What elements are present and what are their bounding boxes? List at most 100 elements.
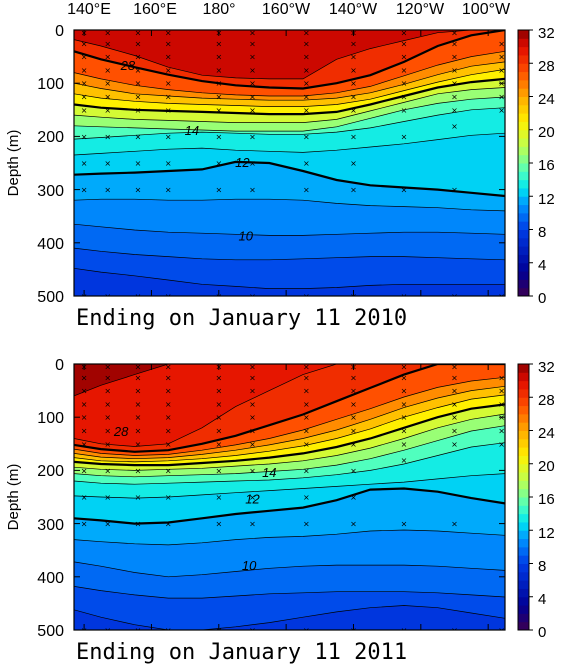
isotherm-line <box>74 96 505 132</box>
sample-marker: × <box>165 186 172 195</box>
sample-marker: × <box>401 387 408 396</box>
colorbar-tick-label: 16 <box>538 491 555 508</box>
sample-marker: × <box>215 413 222 422</box>
sample-marker: × <box>249 292 256 301</box>
sample-marker: × <box>135 53 142 62</box>
sample-marker: × <box>165 106 172 115</box>
sample-marker: × <box>249 520 256 529</box>
sample-marker: × <box>165 400 172 409</box>
colorbar-swatch <box>518 563 529 573</box>
sample-marker: × <box>135 440 142 449</box>
sample-marker: × <box>249 66 256 75</box>
sample-marker: × <box>498 373 505 382</box>
y-tick-label: 0 <box>55 23 64 40</box>
sample-marker: × <box>249 363 256 372</box>
sample-marker: × <box>303 387 310 396</box>
sample-marker: × <box>303 466 310 475</box>
sample-marker: × <box>350 387 357 396</box>
sample-marker: × <box>401 29 408 38</box>
isotherm-line <box>74 385 505 460</box>
sample-marker: × <box>401 106 408 115</box>
sample-marker: × <box>401 132 408 141</box>
sample-marker: × <box>401 400 408 409</box>
sample-marker: × <box>104 39 111 48</box>
sample-marker: × <box>81 387 88 396</box>
isotherm-line <box>74 561 505 578</box>
y-tick-label: 400 <box>37 236 64 253</box>
sample-marker: × <box>249 159 256 168</box>
colorbar-swatch <box>518 287 529 297</box>
sample-marker: × <box>350 186 357 195</box>
sample-marker: × <box>401 66 408 75</box>
sample-marker: × <box>165 363 172 372</box>
colorbar-swatch <box>518 413 529 423</box>
sample-marker: × <box>165 292 172 301</box>
sample-marker: × <box>249 440 256 449</box>
sample-markers: × × × × × × × × × × × × × × × × × × × × × × × × × × × × × × × × × × × × × × × ×… <box>81 363 505 635</box>
sample-marker: × <box>350 66 357 75</box>
sample-marker: × <box>165 493 172 502</box>
colorbar-tick-label: 20 <box>538 458 555 475</box>
sample-marker: × <box>215 440 222 449</box>
colorbar-tick-labels: 32 28 24 20 16 12 8 4 0 <box>538 25 555 307</box>
sample-marker: × <box>104 363 111 372</box>
sample-marker: × <box>401 79 408 88</box>
sample-marker: × <box>165 132 172 141</box>
colorbar-swatch <box>518 546 529 556</box>
sample-marker: × <box>215 466 222 475</box>
sample-marker: × <box>401 413 408 422</box>
colorbar-swatch <box>518 613 529 623</box>
sample-marker: × <box>215 53 222 62</box>
y-ticks <box>74 363 505 631</box>
colorbar-swatch <box>518 254 529 264</box>
sample-marker: × <box>451 626 458 635</box>
sample-marker: × <box>215 520 222 529</box>
sample-marker: × <box>303 186 310 195</box>
sample-marker: × <box>135 93 142 102</box>
sample-marker: × <box>498 427 505 436</box>
sample-marker: × <box>303 400 310 409</box>
sample-marker: × <box>165 53 172 62</box>
colorbar-swatch <box>518 96 529 106</box>
sample-marker: × <box>81 53 88 62</box>
y-tick-label: 100 <box>37 76 64 93</box>
colorbar-swatch <box>518 455 529 465</box>
isotherm-line <box>74 160 505 198</box>
isotherm-line <box>74 107 505 140</box>
sample-marker: × <box>104 387 111 396</box>
sample-marker: × <box>81 493 88 502</box>
sample-marker: × <box>104 292 111 301</box>
sample-marker: × <box>135 493 142 502</box>
sample-marker: × <box>215 132 222 141</box>
sample-marker: × <box>451 39 458 48</box>
sample-marker: × <box>165 373 172 382</box>
y-tick-label: 500 <box>37 289 64 306</box>
isotherm-lines <box>74 364 505 630</box>
colorbar-swatch <box>518 246 529 255</box>
sample-marker: × <box>303 520 310 529</box>
sample-marker: × <box>451 413 458 422</box>
sample-marker: × <box>104 29 111 38</box>
sample-marker: × <box>81 79 88 88</box>
sample-marker: × <box>451 53 458 62</box>
colorbar-swatch <box>518 472 529 481</box>
colorbar-swatch <box>518 480 529 490</box>
contour-label: 10 <box>238 228 253 243</box>
sample-marker: × <box>350 79 357 88</box>
sample-marker: × <box>303 66 310 75</box>
sample-marker: × <box>498 53 505 62</box>
sample-marker: × <box>350 373 357 382</box>
sample-marker: × <box>401 39 408 48</box>
sample-marker: × <box>215 93 222 102</box>
colorbar: 32 28 24 20 16 12 8 4 0 <box>517 25 555 307</box>
x-tick-label: 160°W <box>262 1 311 18</box>
colorbar-tick-labels: 32 28 24 20 16 12 8 4 0 <box>538 359 555 641</box>
contour-label: 12 <box>245 492 260 507</box>
colorbar-swatch <box>518 405 529 415</box>
colorbar-tick-label: 28 <box>538 392 555 409</box>
sample-marker: × <box>135 159 142 168</box>
sample-marker: × <box>451 520 458 529</box>
sample-marker: × <box>135 79 142 88</box>
sample-marker: × <box>135 520 142 529</box>
colorbar-swatch <box>518 513 529 523</box>
